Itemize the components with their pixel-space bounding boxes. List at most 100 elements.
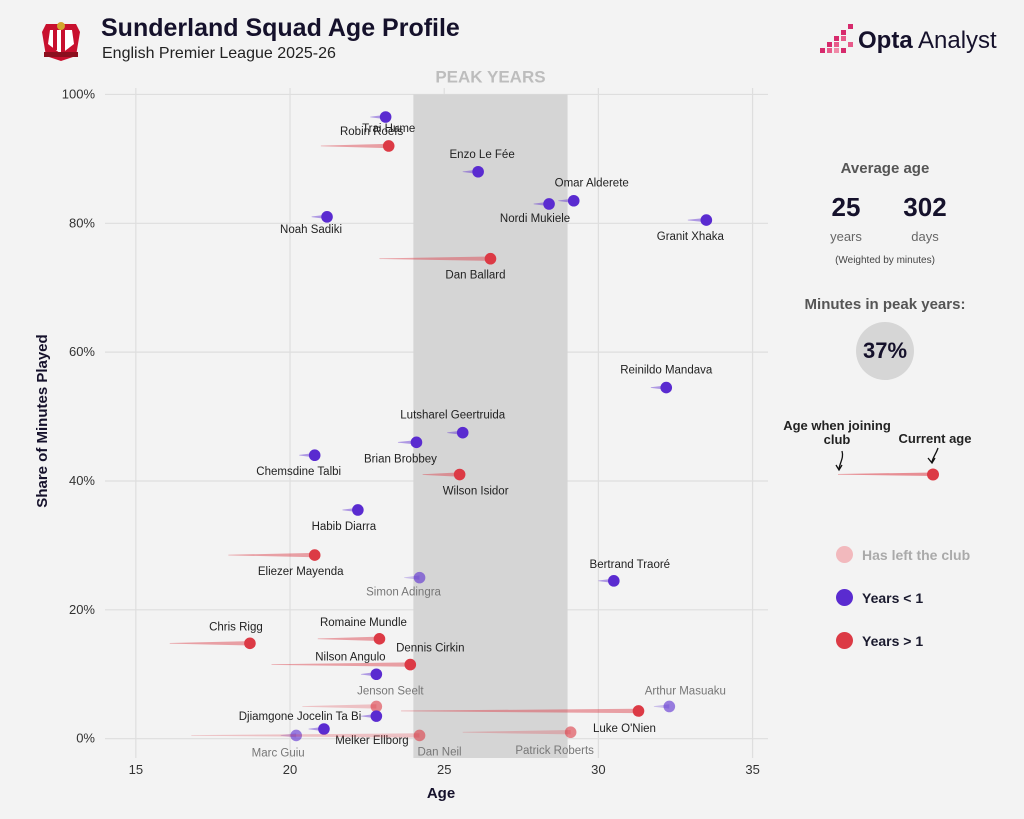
player-label: Lutsharel Geertruida bbox=[400, 410, 505, 422]
age-trail bbox=[379, 256, 491, 261]
player-label: Nilson Angulo bbox=[315, 651, 385, 663]
player-label: Arthur Masuaku bbox=[645, 685, 726, 697]
age-trail bbox=[320, 143, 389, 149]
player-label: Dan Ballard bbox=[445, 270, 505, 282]
x-tick-label: 30 bbox=[591, 762, 605, 777]
player-label: Simon Adingra bbox=[366, 587, 441, 599]
key-joining-label: Age when joining club bbox=[783, 418, 891, 447]
player-label: Brian Brobbey bbox=[364, 453, 437, 465]
player-dot bbox=[456, 426, 469, 439]
y-tick-label: 80% bbox=[69, 215, 95, 230]
player-dot bbox=[244, 637, 256, 650]
player-label: Romaine Mundle bbox=[320, 617, 407, 629]
age-trail bbox=[317, 636, 380, 642]
legend-gt1-dot bbox=[836, 632, 853, 649]
player-label: Dan Neil bbox=[417, 746, 461, 758]
player-dot bbox=[472, 165, 484, 178]
legend-has-left: Has left the club bbox=[836, 546, 970, 563]
player-label: Jenson Seelt bbox=[357, 685, 424, 697]
player-dot bbox=[543, 198, 555, 210]
player-label: Habib Diarra bbox=[312, 521, 377, 533]
player-dot bbox=[564, 726, 577, 739]
age-trail bbox=[228, 552, 315, 558]
brand-name: Opta Analyst bbox=[858, 27, 997, 54]
avg-years-value: 25 bbox=[831, 192, 861, 222]
legend-lt1-dot bbox=[836, 589, 853, 606]
y-tick-label: 0% bbox=[76, 731, 95, 746]
key-joining-arrow-icon bbox=[838, 450, 844, 470]
player-dot bbox=[370, 710, 383, 722]
x-tick-label: 35 bbox=[745, 762, 759, 777]
player-dot bbox=[370, 668, 383, 681]
age-trail bbox=[271, 662, 411, 667]
player-dot bbox=[632, 705, 645, 717]
player-dot bbox=[413, 571, 426, 584]
peak-minutes-title: Minutes in peak years: bbox=[804, 296, 966, 313]
legend-example bbox=[835, 447, 939, 481]
player-dot bbox=[318, 723, 330, 735]
age-trail bbox=[401, 708, 639, 714]
player-label: Djiamgone Jocelin Ta Bi bbox=[239, 711, 362, 723]
player-dot bbox=[290, 729, 302, 742]
y-tick-label: 40% bbox=[69, 473, 95, 488]
peak-minutes-value: 37% bbox=[856, 322, 914, 380]
age-trail bbox=[302, 704, 377, 709]
player-label: Enzo Le Fée bbox=[450, 149, 515, 161]
player-label: Bertrand Traoré bbox=[590, 559, 671, 571]
player-dot bbox=[413, 729, 426, 742]
player-dot bbox=[308, 549, 321, 561]
player-label: Robin Roefs bbox=[340, 126, 404, 138]
player-dot bbox=[308, 449, 321, 462]
player-dot bbox=[352, 504, 364, 516]
x-tick-label: 20 bbox=[283, 762, 297, 777]
player-dot bbox=[608, 575, 620, 587]
player-dot bbox=[567, 194, 580, 207]
player-label: Trai Hume bbox=[362, 123, 415, 135]
key-current-arrow-icon bbox=[931, 447, 939, 463]
player-label: Eliezer Mayenda bbox=[258, 566, 344, 578]
legend-years-gt1: Years > 1 bbox=[836, 632, 923, 649]
player-dot bbox=[453, 468, 466, 481]
age-trail bbox=[422, 472, 460, 477]
page-title: Sunderland Squad Age Profile bbox=[101, 14, 460, 42]
player-dot bbox=[404, 658, 417, 671]
weighted-note: (Weighted by minutes) bbox=[835, 255, 935, 266]
player-label: Chris Rigg bbox=[209, 621, 263, 633]
legend-has-left-dot bbox=[836, 546, 853, 563]
player-dot bbox=[382, 140, 395, 152]
key-example-dot bbox=[927, 468, 939, 481]
age-trail bbox=[169, 641, 250, 646]
player-label: Nordi Mukiele bbox=[500, 213, 570, 225]
player-label: Omar Alderete bbox=[555, 178, 629, 190]
player-dot bbox=[700, 214, 713, 226]
key-example-trail bbox=[838, 472, 933, 476]
avg-days-label: days bbox=[911, 229, 939, 244]
y-tick-label: 20% bbox=[69, 602, 95, 617]
player-dot bbox=[660, 381, 673, 394]
player-dot bbox=[379, 111, 392, 123]
player-label: Patrick Roberts bbox=[515, 745, 594, 757]
y-tick-label: 100% bbox=[62, 86, 96, 101]
age-trail bbox=[191, 733, 420, 738]
player-label: Dennis Cirkin bbox=[396, 643, 464, 655]
axis-ticks: 15 20 25 30 35 0% 20% 40% 60% 80% 100% bbox=[62, 86, 760, 777]
sunderland-crest-icon bbox=[42, 22, 80, 61]
key-current-label: Current age bbox=[898, 431, 972, 446]
player-label: Noah Sadiki bbox=[280, 224, 342, 236]
opta-logo-icon bbox=[820, 24, 853, 53]
avg-years-block: 25 years bbox=[818, 192, 874, 244]
avg-days-value: 302 bbox=[903, 192, 947, 222]
opta-analyst-logo: Opta Analyst bbox=[818, 24, 998, 60]
x-axis-label: Age bbox=[427, 785, 455, 802]
player-dot bbox=[484, 252, 497, 265]
header: Sunderland Squad Age Profile English Pre… bbox=[0, 0, 1024, 80]
average-age-title: Average age bbox=[840, 160, 930, 177]
avg-days-block: 302 days bbox=[892, 192, 958, 244]
player-dot bbox=[373, 633, 386, 645]
player-label: Reinildo Mandava bbox=[620, 365, 713, 377]
player-label: Marc Guiu bbox=[252, 747, 305, 759]
player-dot bbox=[663, 700, 676, 713]
peak-years-band: PEAK YEARS bbox=[413, 67, 568, 758]
